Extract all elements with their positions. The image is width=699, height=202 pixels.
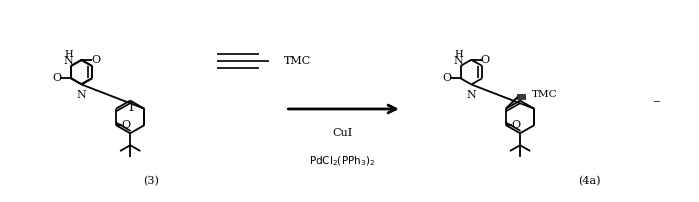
Text: O: O xyxy=(52,73,61,83)
Text: H: H xyxy=(64,50,73,59)
Text: O: O xyxy=(91,55,100,65)
Text: (3): (3) xyxy=(143,176,159,186)
Text: N: N xyxy=(64,56,73,66)
Text: N: N xyxy=(466,90,476,100)
Text: –: – xyxy=(652,94,660,108)
Text: O: O xyxy=(511,120,520,130)
Text: N: N xyxy=(77,90,87,100)
Text: O: O xyxy=(442,73,451,83)
Text: PdCl$_2$(PPh$_3$)$_2$: PdCl$_2$(PPh$_3$)$_2$ xyxy=(310,154,375,168)
Text: TMC: TMC xyxy=(284,56,311,66)
Text: O: O xyxy=(481,55,490,65)
Text: N: N xyxy=(454,56,463,66)
Text: O: O xyxy=(121,120,130,130)
Text: I: I xyxy=(129,101,134,114)
Text: CuI: CuI xyxy=(333,128,353,138)
Text: H: H xyxy=(454,50,463,59)
Text: TMC: TMC xyxy=(531,90,557,99)
Text: (4a): (4a) xyxy=(579,176,601,186)
